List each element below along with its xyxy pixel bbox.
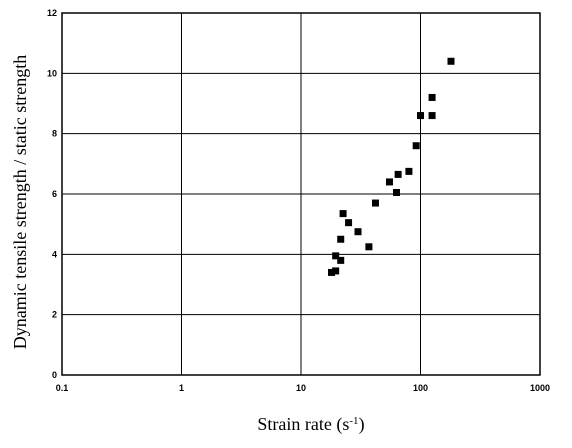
x-tick-label: 100 [413,383,428,393]
data-point [354,228,362,236]
plot-frame [61,12,541,376]
x-tick-label: 1000 [530,383,550,393]
data-point [412,142,420,150]
data-point [339,210,347,218]
data-point [328,268,336,276]
data-points [328,57,455,276]
data-point [428,112,436,120]
data-point [345,219,353,227]
y-tick-label: 0 [52,370,57,380]
data-point [332,252,340,260]
data-point [393,188,401,196]
x-tick-label: 10 [296,383,306,393]
y-axis-title: Dynamic tensile strength / static streng… [10,55,30,349]
grid [61,12,541,376]
data-point [428,93,436,101]
data-point [371,199,379,207]
data-point [394,170,402,178]
y-tick-label: 6 [52,189,57,199]
tick-labels: 0.1 1 10 100 1000 0 2 4 6 8 10 12 [47,8,550,393]
x-tick-label: 0.1 [56,383,69,393]
data-point [337,235,345,243]
y-tick-label: 8 [52,129,57,139]
y-tick-label: 2 [52,310,57,320]
data-point [337,256,345,264]
y-tick-label: 10 [47,68,57,78]
y-tick-label: 12 [47,8,57,18]
y-tick-label: 4 [52,249,57,259]
x-axis-title: Strain rate (s-1) [257,414,364,435]
data-point [385,178,393,186]
data-point [365,243,373,251]
x-axis-title-end: ) [359,414,365,435]
data-point [417,112,424,120]
data-point [405,167,413,175]
data-point [332,267,340,275]
x-tick-label: 1 [179,383,184,393]
x-axis-title-main: Strain rate (s [257,414,349,435]
data-point [447,57,455,65]
x-axis-title-sup: -1 [349,415,358,427]
